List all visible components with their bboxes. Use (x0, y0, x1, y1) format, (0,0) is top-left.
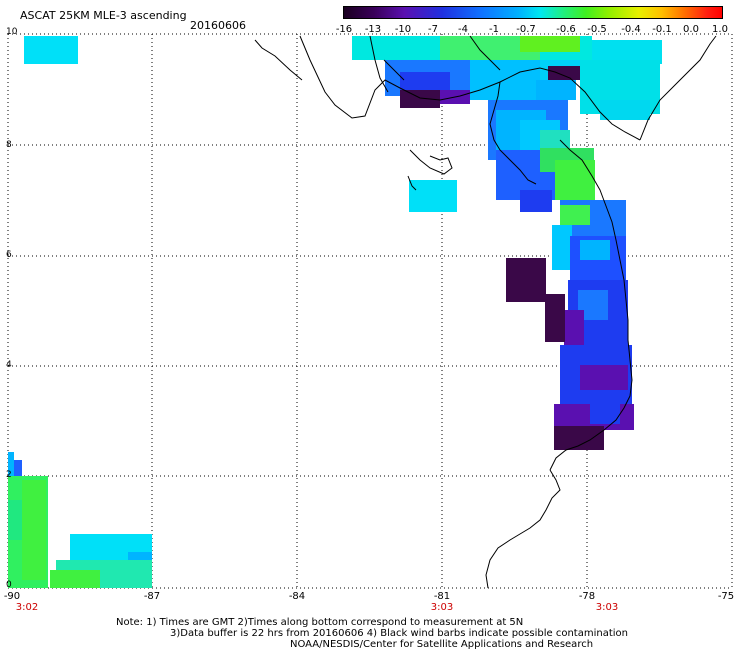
swath-cell (400, 90, 440, 108)
colorbar-label: -4 (458, 24, 468, 35)
colorbar (343, 6, 723, 19)
swath-cell (536, 80, 576, 100)
swath-cell (8, 500, 22, 540)
x-tick-label: -75 (717, 591, 735, 602)
footnote-line-2: 3)Data buffer is 22 hrs from 20160606 4)… (170, 628, 628, 639)
x-time-label: 3:03 (430, 602, 454, 613)
chart-title: ASCAT 25KM MLE-3 ascending (20, 9, 187, 22)
swath-cell (8, 452, 14, 476)
colorbar-label: 1.0 (712, 24, 728, 35)
swath-cell (580, 365, 628, 390)
swath-cell (555, 160, 595, 200)
x-tick-label: -81 (433, 591, 451, 602)
swath-cell (554, 426, 604, 450)
y-tick-label: 0 (6, 580, 12, 590)
colorbar-label: -0.7 (516, 24, 536, 35)
colorbar-label: -0.1 (652, 24, 672, 35)
swath-cell (520, 190, 552, 212)
y-tick-label: 8 (6, 140, 12, 150)
swath-cell (506, 258, 546, 302)
colorbar-label: -16 (335, 24, 353, 35)
swath-cell (564, 310, 584, 350)
footnote-line-3: NOAA/NESDIS/Center for Satellite Applica… (290, 639, 594, 650)
swath-cell (24, 36, 78, 64)
colorbar-label: -13 (364, 24, 382, 35)
swath-cell (22, 480, 46, 580)
swath-cell (580, 240, 610, 260)
swath-cell (548, 66, 584, 80)
swath-cell (409, 180, 457, 212)
x-tick-label: -90 (3, 591, 21, 602)
swath-cell (590, 404, 620, 424)
swath-cell (50, 570, 100, 588)
x-time-label: 3:03 (595, 602, 619, 613)
footnote-line-1: Note: 1) Times are GMT 2)Times along bot… (116, 617, 524, 628)
y-tick-label: 2 (6, 470, 12, 480)
colorbar-label: -0.6 (556, 24, 576, 35)
y-tick-label: 10 (6, 27, 18, 37)
swath-cell (552, 225, 572, 270)
swath-cell (545, 294, 565, 342)
x-time-label: 3:02 (15, 602, 39, 613)
x-tick-label: -78 (578, 591, 596, 602)
colorbar-label: -0.5 (587, 24, 607, 35)
y-tick-label: 4 (6, 360, 12, 370)
colorbar-label: -10 (394, 24, 412, 35)
swath-cell (14, 460, 22, 476)
wind-swath-cells (8, 36, 662, 588)
colorbar-label: -0.4 (621, 24, 641, 35)
swath-cell (400, 72, 450, 94)
x-tick-label: -84 (288, 591, 306, 602)
swath-cell (520, 36, 580, 52)
swath-cell (600, 100, 650, 120)
chart-date: 20160606 (190, 19, 246, 32)
x-tick-label: -87 (143, 591, 161, 602)
y-tick-label: 6 (6, 250, 12, 260)
colorbar-label: 0.0 (683, 24, 699, 35)
coastline (254, 35, 717, 589)
colorbar-label: -7 (428, 24, 438, 35)
swath-cell (560, 205, 590, 225)
colorbar-label: -1 (489, 24, 499, 35)
